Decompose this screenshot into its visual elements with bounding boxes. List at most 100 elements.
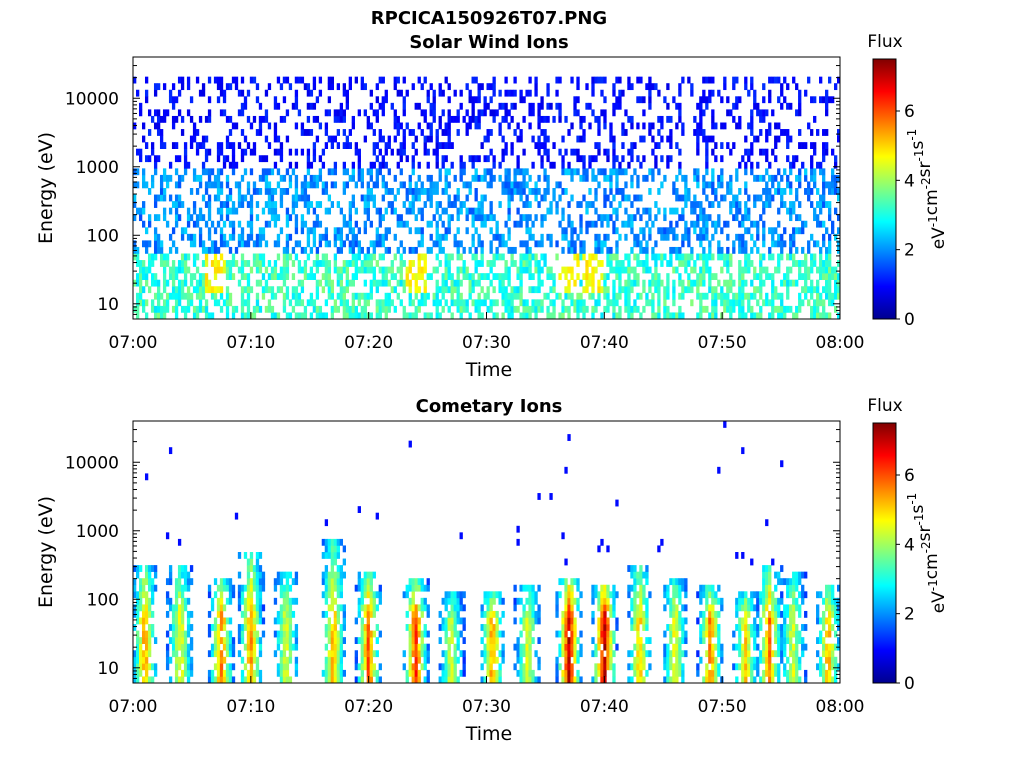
- cometary-cell: [525, 643, 529, 651]
- solar-wind-cell: [429, 246, 433, 254]
- solar-wind-cell: [753, 96, 757, 104]
- solar-wind-cell: [672, 188, 676, 195]
- solar-wind-cell: [567, 305, 571, 313]
- cometary-cell: [555, 597, 559, 605]
- solar-wind-cell: [738, 122, 742, 130]
- solar-wind-cell: [489, 174, 493, 182]
- solar-wind-cell: [480, 142, 484, 149]
- solar-wind-cell: [804, 220, 808, 228]
- solar-wind-cell: [282, 253, 287, 261]
- solar-wind-cell: [318, 168, 323, 176]
- solar-wind-cell: [381, 155, 385, 163]
- cometary-cell: [453, 597, 457, 605]
- cometary-cell: [222, 656, 227, 664]
- solar-wind-cell: [537, 299, 541, 307]
- cometary-cell: [480, 663, 484, 671]
- solar-wind-cell: [666, 292, 670, 300]
- solar-wind-cell: [372, 194, 376, 202]
- solar-wind-cell: [564, 266, 568, 274]
- cometary-cell: [414, 663, 418, 671]
- solar-wind-cell: [558, 148, 562, 156]
- solar-wind-cell: [756, 194, 760, 202]
- cometary-cell: [528, 676, 532, 684]
- solar-wind-cell: [618, 312, 622, 320]
- solar-wind-cell: [525, 214, 529, 222]
- solar-wind-cell: [675, 188, 679, 195]
- solar-wind-x-ticks: 07:00 07:10 07:20 07:30 07:40 07:50 08:00: [109, 312, 865, 353]
- cometary-cell: [291, 630, 296, 638]
- cometary-cell: [168, 656, 173, 664]
- cometary-cell: [498, 597, 502, 605]
- solar-wind-cell: [519, 286, 523, 294]
- cometary-cell: [519, 650, 523, 658]
- cometary-cell: [339, 656, 344, 664]
- solar-wind-cell: [312, 227, 317, 235]
- solar-wind-cell: [315, 135, 320, 143]
- cometary-cell: [570, 617, 574, 625]
- solar-wind-cell: [543, 142, 547, 149]
- solar-wind-cell: [210, 240, 215, 248]
- solar-wind-cell: [159, 260, 164, 267]
- solar-wind-cell: [711, 135, 715, 143]
- solar-wind-cell: [489, 279, 493, 287]
- solar-wind-cell: [318, 240, 323, 248]
- solar-wind-cell: [315, 253, 320, 261]
- solar-wind-cell: [729, 279, 733, 287]
- solar-wind-cell: [234, 161, 239, 169]
- solar-wind-cell: [240, 194, 245, 202]
- cometary-cell: [294, 643, 299, 651]
- solar-wind-cell: [771, 109, 775, 117]
- solar-wind-cell: [831, 273, 835, 280]
- solar-wind-cell: [576, 201, 580, 208]
- solar-wind-cell: [648, 299, 652, 307]
- cometary-cell: [444, 604, 448, 612]
- solar-wind-cell: [822, 96, 826, 104]
- cometary-cell: [324, 656, 329, 664]
- solar-wind-cell: [294, 214, 299, 222]
- cometary-cell: [216, 663, 221, 671]
- solar-wind-cell: [825, 109, 829, 117]
- cometary-cell: [273, 650, 278, 658]
- cometary-cell: [357, 597, 361, 605]
- cometary-cell: [528, 643, 532, 651]
- solar-wind-cell: [348, 76, 352, 84]
- cometary-cell: [336, 650, 341, 658]
- cometary-cell: [231, 650, 236, 658]
- solar-wind-cell: [285, 266, 290, 274]
- solar-wind-cell: [768, 96, 772, 104]
- solar-wind-cell: [741, 266, 745, 274]
- cometary-cell: [417, 584, 421, 592]
- solar-wind-cell: [795, 214, 799, 222]
- solar-wind-cell: [768, 174, 772, 182]
- solar-wind-cell: [594, 253, 598, 261]
- solar-wind-cell: [405, 122, 409, 130]
- solar-wind-cell: [591, 109, 595, 117]
- cometary-cell: [258, 578, 263, 586]
- solar-wind-cell: [315, 96, 320, 104]
- cometary-cell: [183, 650, 188, 658]
- solar-wind-cell: [183, 227, 188, 235]
- solar-wind-cell: [723, 194, 727, 202]
- cometary-cell: [136, 617, 140, 625]
- cometary-cell: [483, 676, 487, 684]
- solar-wind-cell: [717, 174, 721, 182]
- solar-wind-cell: [444, 253, 448, 261]
- solar-wind-cell: [780, 89, 784, 97]
- cometary-cell: [369, 656, 373, 664]
- cometary-cell: [171, 650, 176, 658]
- cometary-cell: [576, 578, 580, 586]
- cometary-cell: [513, 597, 517, 605]
- cometary-cell: [249, 630, 254, 638]
- cometary-cell: [564, 617, 568, 625]
- solar-wind-cell: [756, 220, 760, 228]
- cometary-cell: [357, 571, 361, 579]
- solar-wind-cell: [816, 201, 820, 208]
- solar-wind-cell: [636, 253, 640, 261]
- solar-wind-cell: [234, 76, 239, 84]
- solar-wind-cell: [555, 207, 559, 215]
- solar-wind-cell: [699, 96, 703, 104]
- solar-wind-cell: [825, 181, 829, 189]
- solar-wind-cell: [546, 102, 550, 110]
- solar-wind-cell: [663, 292, 667, 300]
- cometary-cell: [177, 571, 182, 579]
